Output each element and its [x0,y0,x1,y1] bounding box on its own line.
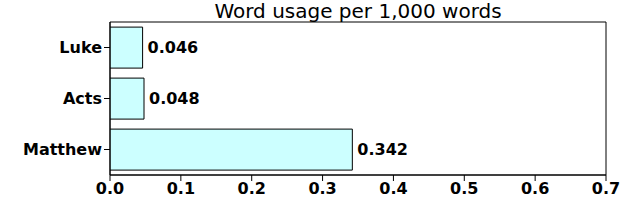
svg-text:Matthew: Matthew [23,140,102,159]
svg-text:0.0: 0.0 [96,179,124,198]
svg-text:0.3: 0.3 [308,179,336,198]
svg-text:0.6: 0.6 [521,179,549,198]
svg-text:Acts: Acts [63,89,102,108]
svg-text:0.5: 0.5 [450,179,478,198]
svg-text:0.046: 0.046 [148,38,199,57]
svg-text:0.1: 0.1 [167,179,195,198]
svg-text:0.342: 0.342 [357,140,408,159]
html-text:Word usage per 1,000 words: Word usage per 1,000 words [214,0,502,23]
svg-text:0.048: 0.048 [149,89,200,108]
svg-text:Luke: Luke [59,38,102,57]
svg-text:0.2: 0.2 [238,179,266,198]
svg-text:0.7: 0.7 [592,179,615,198]
svg-text:0.4: 0.4 [379,179,407,198]
